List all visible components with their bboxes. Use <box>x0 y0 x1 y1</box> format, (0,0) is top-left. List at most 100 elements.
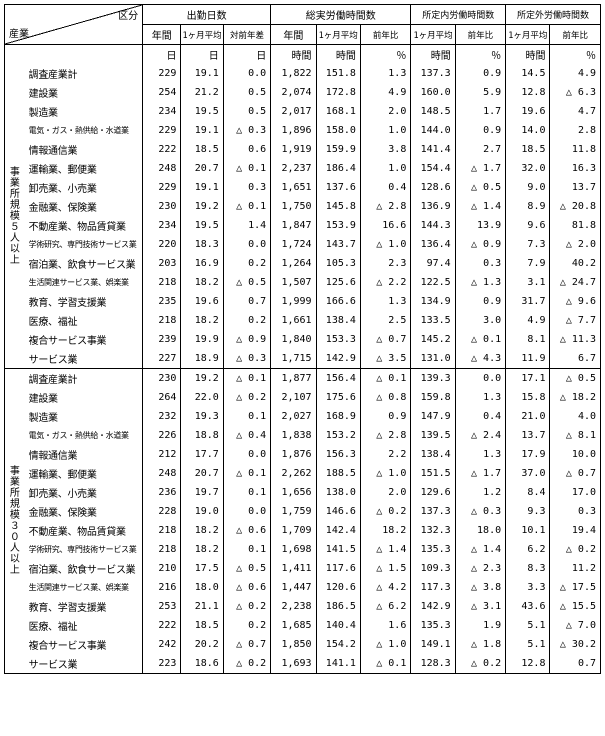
value-cell: 133.5 <box>411 311 455 330</box>
value-cell: 13.7 <box>506 426 550 445</box>
value-cell: 1,507 <box>271 273 316 292</box>
industry-name: 宿泊業、飲食サービス業 <box>25 559 143 578</box>
value-cell: 141.5 <box>316 540 360 559</box>
value-cell: 31.7 <box>506 292 550 311</box>
value-cell: 146.6 <box>316 502 360 521</box>
value-cell: 1,750 <box>271 197 316 216</box>
industry-name: 運輸業、郵便業 <box>25 159 143 178</box>
value-cell: △ 20.8 <box>550 197 601 216</box>
industry-name: 複合サービス事業 <box>25 635 143 654</box>
value-cell: △ 3.5 <box>360 349 410 369</box>
value-cell: △ 1.0 <box>360 235 410 254</box>
value-cell: 1,709 <box>271 521 316 540</box>
value-cell: 1,656 <box>271 483 316 502</box>
value-cell: 1.3 <box>455 388 505 407</box>
value-cell: 14.0 <box>506 121 550 140</box>
value-cell: 1.0 <box>360 121 410 140</box>
industry-name: 生活関連サービス業、娯楽業 <box>25 273 143 292</box>
value-cell: 154.4 <box>411 159 455 178</box>
group-attendance: 出勤日数 <box>143 5 271 25</box>
value-cell: 4.7 <box>550 102 601 121</box>
value-cell: 1,447 <box>271 578 316 597</box>
value-cell: △ 1.8 <box>455 635 505 654</box>
value-cell: 2.7 <box>455 140 505 159</box>
table-row: 建設業25421.20.52,074172.84.9160.05.912.8△ … <box>5 83 601 102</box>
value-cell: 2.5 <box>360 311 410 330</box>
value-cell: △ 7.7 <box>550 311 601 330</box>
value-cell: 81.8 <box>550 216 601 235</box>
table-row: 医療、福祉22218.50.21,685140.41.6135.31.95.1△… <box>5 616 601 635</box>
header-corner: 区分 産業 <box>5 5 143 45</box>
value-cell: 2,074 <box>271 83 316 102</box>
value-cell: △ 1.5 <box>360 559 410 578</box>
industry-name: 金融業、保険業 <box>25 197 143 216</box>
value-cell: 1.4 <box>223 216 270 235</box>
value-cell: 223 <box>143 654 181 674</box>
value-cell: 1,411 <box>271 559 316 578</box>
value-cell: △ 0.7 <box>360 330 410 349</box>
table-row: 複合サービス事業23919.9△ 0.91,840153.3△ 0.7145.2… <box>5 330 601 349</box>
value-cell: 136.4 <box>411 235 455 254</box>
industry-name: サービス業 <box>25 349 143 369</box>
table-row: 不動産業、物品賃貸業21818.2△ 0.61,709142.418.2132.… <box>5 521 601 540</box>
value-cell: 4.0 <box>550 407 601 426</box>
table-row: 生活関連サービス業、娯楽業21618.0△ 0.61,447120.6△ 4.2… <box>5 578 601 597</box>
value-cell: △ 6.3 <box>550 83 601 102</box>
value-cell: 142.4 <box>316 521 360 540</box>
value-cell: 158.0 <box>316 121 360 140</box>
value-cell: 18.8 <box>181 426 223 445</box>
value-cell: △ 0.6 <box>223 578 270 597</box>
value-cell: 144.3 <box>411 216 455 235</box>
value-cell: 148.5 <box>411 102 455 121</box>
industry-name: 運輸業、郵便業 <box>25 464 143 483</box>
industry-name: 卸売業、小売業 <box>25 178 143 197</box>
value-cell: 19.4 <box>550 521 601 540</box>
value-cell: 253 <box>143 597 181 616</box>
value-cell: 0.5 <box>223 83 270 102</box>
value-cell: △ 0.2 <box>455 654 505 674</box>
value-cell: 0.7 <box>223 292 270 311</box>
value-cell: △ 0.2 <box>360 502 410 521</box>
industry-name: 不動産業、物品賃貸業 <box>25 521 143 540</box>
value-cell: 117.3 <box>411 578 455 597</box>
value-cell: 145.8 <box>316 197 360 216</box>
value-cell: △ 1.4 <box>360 540 410 559</box>
value-cell: △ 17.5 <box>550 578 601 597</box>
unit-hour: 時間 <box>316 45 360 65</box>
value-cell: 2,237 <box>271 159 316 178</box>
value-cell: △ 0.7 <box>223 635 270 654</box>
value-cell: 13.9 <box>455 216 505 235</box>
value-cell: 19.1 <box>181 121 223 140</box>
value-cell: 1.9 <box>455 616 505 635</box>
industry-name: 教育、学習支援業 <box>25 597 143 616</box>
value-cell: 230 <box>143 197 181 216</box>
value-cell: 7.3 <box>506 235 550 254</box>
value-cell: △ 0.1 <box>223 369 270 389</box>
section-label-text: 事業所規模３０人以上 <box>10 466 20 576</box>
value-cell: 8.3 <box>506 559 550 578</box>
value-cell: 19.5 <box>181 102 223 121</box>
value-cell: 153.9 <box>316 216 360 235</box>
value-cell: △ 30.2 <box>550 635 601 654</box>
value-cell: 137.3 <box>411 64 455 83</box>
col-month-avg: 1ヶ月平均 <box>411 25 455 45</box>
value-cell: 19.1 <box>181 178 223 197</box>
unit-hour: 時間 <box>506 45 550 65</box>
value-cell: 264 <box>143 388 181 407</box>
value-cell: 145.2 <box>411 330 455 349</box>
value-cell: △ 2.0 <box>550 235 601 254</box>
value-cell: 0.1 <box>223 483 270 502</box>
unit-hour: 時間 <box>271 45 316 65</box>
header-corner-left: 産業 <box>9 25 29 40</box>
value-cell: △ 0.8 <box>360 388 410 407</box>
value-cell: △ 0.3 <box>455 502 505 521</box>
table-row: サービス業22318.6△ 0.21,693141.1△ 0.1128.3△ 0… <box>5 654 601 674</box>
value-cell: △ 0.5 <box>223 559 270 578</box>
value-cell: △ 1.4 <box>455 540 505 559</box>
value-cell: 19.9 <box>181 330 223 349</box>
table-row: 事業所規模５人以上調査産業計22919.10.01,822151.81.3137… <box>5 64 601 83</box>
unit-hour: 時間 <box>411 45 455 65</box>
value-cell: 1,896 <box>271 121 316 140</box>
value-cell: 19.6 <box>506 102 550 121</box>
value-cell: 2.8 <box>550 121 601 140</box>
